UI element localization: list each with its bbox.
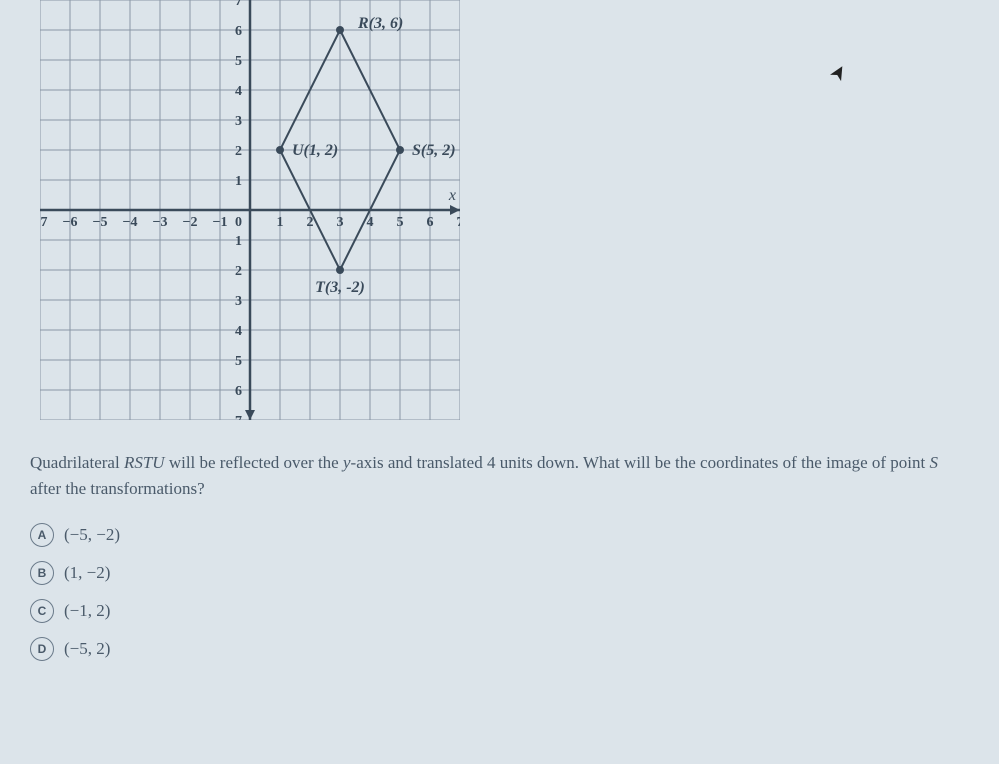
svg-text:1: 1 <box>235 234 242 249</box>
answer-choices: A (−5, −2) B (1, −2) C (−1, 2) D (−5, 2) <box>30 523 969 661</box>
svg-text:1: 1 <box>235 174 242 189</box>
q-prefix: Quadrilateral <box>30 453 124 472</box>
choice-c[interactable]: C (−1, 2) <box>30 599 969 623</box>
svg-text:−2: −2 <box>183 215 198 230</box>
svg-text:6: 6 <box>235 24 242 39</box>
svg-text:3: 3 <box>235 114 242 129</box>
choice-letter-a: A <box>30 523 54 547</box>
choice-b[interactable]: B (1, −2) <box>30 561 969 585</box>
svg-text:U(1, 2): U(1, 2) <box>292 142 338 159</box>
svg-text:6: 6 <box>235 384 242 399</box>
svg-text:5: 5 <box>235 354 242 369</box>
choice-text-c: (−1, 2) <box>64 601 110 621</box>
choice-letter-d: D <box>30 637 54 661</box>
svg-text:R(3, 6): R(3, 6) <box>357 15 403 32</box>
svg-text:0: 0 <box>235 215 242 230</box>
q-shape-name: RSTU <box>124 453 165 472</box>
svg-text:5: 5 <box>235 54 242 69</box>
svg-text:7: 7 <box>235 0 242 9</box>
q-mid1: will be reflected over the <box>165 453 343 472</box>
svg-text:4: 4 <box>235 324 242 339</box>
svg-text:3: 3 <box>337 215 344 230</box>
svg-text:2: 2 <box>235 264 242 279</box>
svg-text:T(3, -2): T(3, -2) <box>315 279 365 296</box>
choice-text-a: (−5, −2) <box>64 525 120 545</box>
svg-text:S(5, 2): S(5, 2) <box>412 142 456 159</box>
question-prompt: Quadrilateral RSTU will be reflected ove… <box>30 450 969 501</box>
svg-text:−7: −7 <box>40 215 47 230</box>
svg-text:4: 4 <box>235 84 242 99</box>
coordinate-graph: −7 −6 −5 −4 −3 −2 −1 1 2 3 4 5 6 7 1 1 2 2 3 3 4 4 5 5 6 6 7 7 0 x R(3… <box>40 0 460 420</box>
graph-svg: −7 −6 −5 −4 −3 −2 −1 1 2 3 4 5 6 7 1 1 2 2 3 3 4 4 5 5 6 6 7 7 0 x R(3… <box>40 0 460 420</box>
svg-text:6: 6 <box>427 215 434 230</box>
svg-text:−1: −1 <box>213 215 228 230</box>
q-axis-name: y <box>343 453 351 472</box>
svg-text:3: 3 <box>235 294 242 309</box>
choice-letter-c: C <box>30 599 54 623</box>
svg-text:x: x <box>448 187 456 204</box>
choice-a[interactable]: A (−5, −2) <box>30 523 969 547</box>
choice-text-d: (−5, 2) <box>64 639 110 659</box>
svg-text:5: 5 <box>397 215 404 230</box>
svg-text:−4: −4 <box>123 215 138 230</box>
choice-text-b: (1, −2) <box>64 563 110 583</box>
svg-text:4: 4 <box>367 215 374 230</box>
q-mid2: -axis and translated 4 units down. What … <box>351 453 930 472</box>
svg-text:7: 7 <box>235 414 242 420</box>
q-point-name: S <box>930 453 939 472</box>
choice-d[interactable]: D (−5, 2) <box>30 637 969 661</box>
q-suffix: after the transformations? <box>30 479 205 498</box>
svg-text:2: 2 <box>307 215 314 230</box>
svg-text:−6: −6 <box>63 215 78 230</box>
svg-text:7: 7 <box>457 215 461 230</box>
svg-text:2: 2 <box>235 144 242 159</box>
choice-letter-b: B <box>30 561 54 585</box>
svg-text:−3: −3 <box>153 215 168 230</box>
svg-text:−5: −5 <box>93 215 108 230</box>
svg-text:1: 1 <box>277 215 284 230</box>
